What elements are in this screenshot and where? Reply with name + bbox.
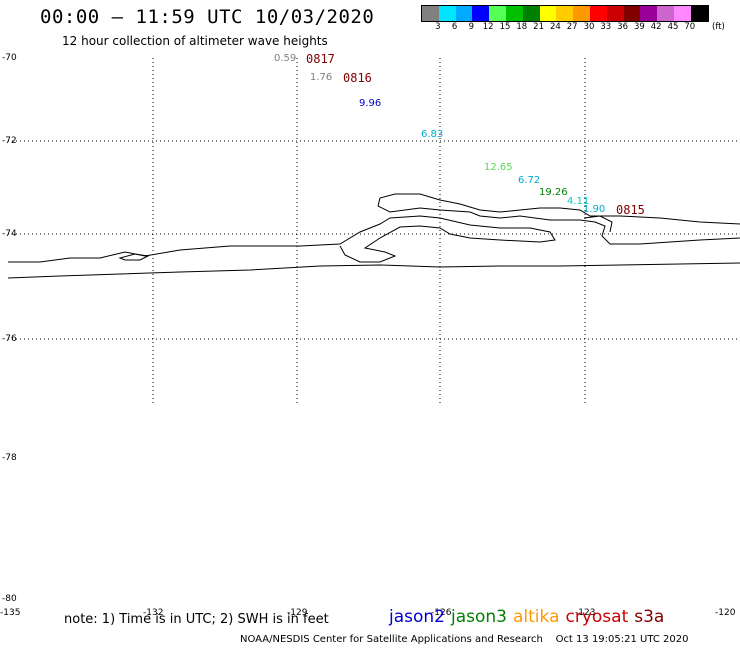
mission-name: altika	[513, 607, 560, 627]
colorbar-tick-label: 6	[451, 22, 458, 32]
colorbar-swatch	[589, 6, 607, 21]
colorbar-swatch	[472, 6, 490, 21]
mission-name: jason3	[451, 607, 507, 627]
lat-label: -74	[2, 229, 17, 239]
colorbar-swatch	[606, 6, 624, 21]
wave-height-label: 1.76	[310, 72, 333, 83]
colorbar-swatch	[556, 6, 574, 21]
colorbar-tick-label: 18	[516, 22, 528, 32]
coastline	[7, 193, 740, 279]
map-subtitle: 12 hour collection of altimeter wave hei…	[62, 34, 328, 48]
colorbar-swatch	[489, 6, 506, 21]
colorbar-swatch	[422, 6, 439, 21]
pass-time-label: 0815	[616, 203, 645, 217]
colorbar-labels: 3 6 9 12 15 18 21 24 27 30 33 36 39 42 45 70	[421, 22, 740, 34]
colorbar-tick-label: 39	[633, 22, 645, 32]
wave-height-label: 9.96	[359, 98, 382, 109]
colorbar-tick-label: 15	[499, 22, 511, 32]
wave-height-label: 6.83	[421, 129, 444, 140]
wave-height-label: 0.59	[274, 53, 297, 64]
colorbar-swatch	[539, 6, 557, 21]
note-text: note: 1) Time is in UTC; 2) SWH is in fe…	[64, 612, 329, 627]
colorbar-tick-label: 33	[600, 22, 612, 32]
colorbar-tick-label: 45	[667, 22, 679, 32]
lat-label: -76	[2, 334, 17, 344]
mission-name: jason2	[389, 607, 445, 627]
wave-height-label: 19.26	[539, 187, 568, 198]
colorbar-swatch	[640, 6, 658, 21]
mission-name: s3a	[634, 607, 665, 627]
lon-label: -123	[575, 608, 596, 618]
colorbar-swatch	[438, 6, 456, 21]
pass-time-label: 0817	[306, 52, 335, 66]
colorbar-swatch	[657, 6, 674, 21]
colorbar-tick-label: 21	[533, 22, 545, 32]
lon-label: -120	[715, 608, 736, 618]
colorbar-swatch	[573, 6, 590, 21]
wave-height-label: 6.72	[518, 175, 541, 186]
colorbar-swatch	[623, 6, 641, 21]
wave-height-label: 4.11	[567, 196, 590, 207]
colorbar-tick-label: 27	[566, 22, 578, 32]
colorbar-tick-label: 36	[617, 22, 629, 32]
wave-height-label: 1.90	[583, 204, 606, 215]
colorbar-unit: (ft)	[712, 22, 725, 32]
colorbar-swatch	[673, 6, 691, 21]
colorbar-tick-label: 30	[583, 22, 595, 32]
wave-height-label: 12.65	[484, 162, 513, 173]
colorbar-swatch	[690, 6, 708, 21]
lat-label: -72	[2, 136, 17, 146]
lon-label: -126	[431, 608, 452, 618]
colorbar	[421, 5, 709, 22]
lon-label: -132	[143, 608, 164, 618]
colorbar-tick-label: 70	[684, 22, 696, 32]
colorbar-swatch	[505, 6, 523, 21]
mission-name: cryosat	[565, 607, 629, 627]
lon-label: -135	[0, 608, 21, 618]
colorbar-swatch	[522, 6, 540, 21]
colorbar-swatch	[455, 6, 473, 21]
colorbar-tick-label: 42	[650, 22, 662, 32]
colorbar-tick-label: 3	[435, 22, 441, 32]
lat-label: -70	[2, 53, 17, 63]
graticule	[8, 58, 740, 405]
colorbar-tick-label: 24	[549, 22, 561, 32]
footer-credit: NOAA/NESDIS Center for Satellite Applica…	[240, 634, 689, 645]
lon-label: -129	[287, 608, 308, 618]
lat-label: -78	[2, 453, 17, 463]
colorbar-tick-label: 9	[468, 22, 475, 32]
map-title: 00:00 – 11:59 UTC 10/03/2020	[40, 6, 375, 28]
colorbar-tick-label: 12	[482, 22, 494, 32]
pass-time-label: 0816	[343, 71, 372, 85]
lat-label: -80	[2, 594, 17, 604]
mission-legend: jason2 jason3 altika cryosat s3a	[389, 607, 670, 627]
